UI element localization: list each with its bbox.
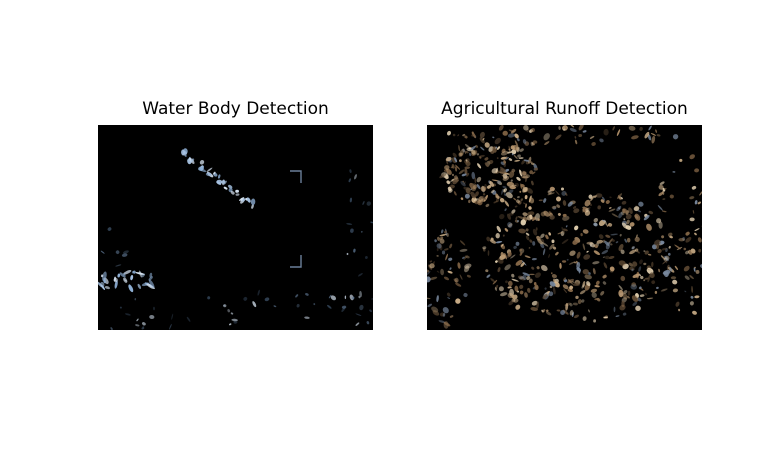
- runoff-detection-image: [427, 125, 702, 330]
- bracket-top-mark: [290, 170, 302, 183]
- water-detection-title: Water Body Detection: [142, 99, 329, 119]
- bracket-bottom-mark: [290, 255, 302, 268]
- runoff-detection-mask: [427, 125, 702, 330]
- water-detection-mask: [98, 125, 373, 330]
- runoff-detection-title: Agricultural Runoff Detection: [441, 99, 688, 119]
- water-detection-image: [98, 125, 373, 330]
